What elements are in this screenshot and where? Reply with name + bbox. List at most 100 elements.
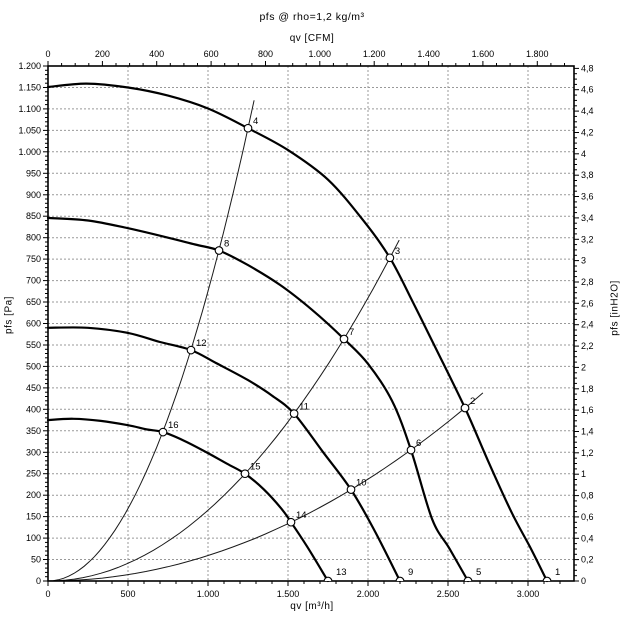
svg-text:2,6: 2,6 — [581, 298, 594, 308]
operating-point-6 — [406, 445, 416, 455]
svg-text:800: 800 — [26, 233, 41, 243]
svg-text:0,4: 0,4 — [581, 533, 594, 543]
svg-text:1.200: 1.200 — [363, 49, 386, 59]
system-line-B — [47, 239, 400, 582]
svg-text:2,4: 2,4 — [581, 320, 594, 330]
svg-text:0: 0 — [45, 589, 50, 599]
operating-point-10 — [346, 485, 356, 494]
svg-text:2,8: 2,8 — [581, 277, 594, 287]
svg-text:2.500: 2.500 — [437, 589, 460, 599]
system-resistance-curves — [47, 100, 484, 582]
point-label-14: 14 — [296, 510, 307, 521]
bottom-axis-ticks: 0 500 1.000 1.500 2.000 2.500 3.000 — [45, 581, 561, 599]
svg-text:500: 500 — [26, 361, 41, 371]
svg-text:2.000: 2.000 — [357, 589, 380, 599]
point-label-4: 4 — [253, 116, 258, 127]
svg-text:650: 650 — [26, 297, 41, 307]
operating-point-16 — [158, 427, 168, 437]
svg-text:0: 0 — [581, 576, 586, 586]
point-label-12: 12 — [196, 338, 207, 349]
svg-text:1.500: 1.500 — [277, 589, 300, 599]
point-label-11: 11 — [299, 402, 309, 413]
point-label-6: 6 — [416, 438, 421, 449]
svg-text:3: 3 — [581, 256, 586, 266]
operating-point-2 — [460, 403, 470, 413]
right-axis-ticks: 0 0,2 0,4 0,6 0,8 1 1,2 1,4 1,6 1,8 2 2,2 2,4 2,6 2,8 3… — [574, 63, 594, 586]
svg-text:0: 0 — [45, 49, 50, 59]
operating-point-1 — [542, 576, 552, 581]
point-label-7: 7 — [349, 327, 354, 338]
point-label-1: 1 — [555, 567, 560, 578]
svg-text:250: 250 — [26, 469, 41, 479]
svg-text:450: 450 — [26, 383, 41, 393]
svg-text:3,2: 3,2 — [581, 234, 594, 244]
svg-text:350: 350 — [26, 426, 41, 436]
svg-text:3,8: 3,8 — [581, 170, 594, 180]
svg-text:1: 1 — [581, 469, 586, 479]
svg-text:4,4: 4,4 — [581, 106, 594, 116]
operating-point-7 — [339, 334, 349, 344]
speed-curve-2 — [46, 216, 470, 583]
svg-text:1.100: 1.100 — [18, 104, 41, 114]
top-axis-label: qv [CFM] — [289, 33, 335, 44]
svg-text:1.000: 1.000 — [197, 589, 220, 599]
svg-text:750: 750 — [26, 254, 41, 264]
svg-text:1.000: 1.000 — [18, 147, 41, 157]
svg-text:1.800: 1.800 — [526, 49, 549, 59]
svg-text:0,8: 0,8 — [581, 491, 594, 501]
system-line-A — [47, 100, 255, 582]
svg-text:200: 200 — [95, 49, 110, 59]
svg-text:200: 200 — [26, 490, 41, 500]
top-axis-ticks: 0 200 400 600 800 1.000 1.200 1.400 1.600 1.800 — [45, 49, 565, 66]
operating-point-13 — [323, 576, 333, 581]
operating-point-14 — [286, 517, 296, 527]
point-label-10: 10 — [356, 478, 367, 489]
svg-text:550: 550 — [26, 340, 41, 350]
point-label-13: 13 — [336, 567, 347, 578]
point-label-3: 3 — [395, 246, 400, 257]
left-axis-ticks: 0 50 100 150 200 250 300 350 400 450 500 550 600 650 7… — [18, 61, 48, 586]
svg-text:3,6: 3,6 — [581, 192, 594, 202]
system-line-C — [47, 392, 484, 582]
svg-text:3,4: 3,4 — [581, 213, 594, 223]
svg-text:600: 600 — [204, 49, 219, 59]
svg-text:4: 4 — [581, 149, 586, 159]
point-label-9: 9 — [408, 567, 413, 578]
svg-text:600: 600 — [26, 319, 41, 329]
svg-text:400: 400 — [149, 49, 164, 59]
svg-text:900: 900 — [26, 190, 41, 200]
point-label-5: 5 — [476, 567, 481, 578]
svg-text:4,2: 4,2 — [581, 128, 594, 138]
svg-text:500: 500 — [120, 589, 135, 599]
svg-text:0: 0 — [36, 576, 41, 586]
operating-point-11 — [289, 409, 299, 418]
svg-text:1,2: 1,2 — [581, 448, 594, 458]
svg-text:1,6: 1,6 — [581, 405, 594, 415]
svg-text:1,8: 1,8 — [581, 384, 594, 394]
bottom-axis-label: qv [m³/h] — [290, 601, 334, 612]
svg-text:150: 150 — [26, 512, 41, 522]
operating-point-4 — [243, 123, 253, 133]
svg-text:400: 400 — [26, 404, 41, 414]
svg-text:0,2: 0,2 — [581, 555, 594, 565]
svg-text:800: 800 — [258, 49, 273, 59]
svg-text:1.050: 1.050 — [18, 125, 41, 135]
point-label-15: 15 — [250, 462, 261, 473]
svg-text:1.200: 1.200 — [18, 61, 41, 71]
left-axis-label: pfs [Pa] — [3, 296, 15, 334]
point-label-8: 8 — [224, 239, 229, 250]
svg-text:3.000: 3.000 — [517, 589, 540, 599]
plot-frame — [47, 65, 575, 582]
svg-text:4,8: 4,8 — [581, 63, 594, 73]
right-axis-label: pfs [inH2O] — [609, 280, 621, 336]
grid-layer — [48, 66, 574, 581]
svg-text:1.150: 1.150 — [18, 83, 41, 93]
svg-text:100: 100 — [26, 533, 41, 543]
operating-point-15 — [240, 469, 250, 479]
operating-point-5 — [463, 576, 473, 581]
operating-point-markers — [158, 123, 552, 581]
svg-text:850: 850 — [26, 211, 41, 221]
svg-text:0,6: 0,6 — [581, 512, 594, 522]
